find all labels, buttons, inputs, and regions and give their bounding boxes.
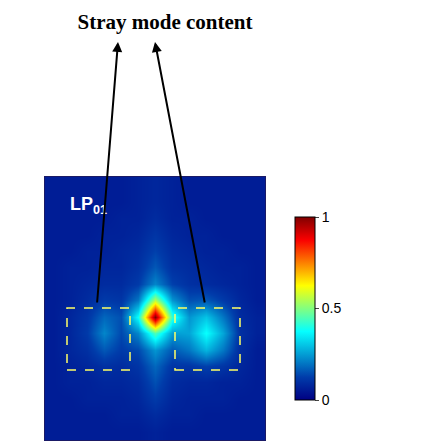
svg-text:0.5: 0.5 [322, 300, 342, 316]
svg-text:0: 0 [322, 392, 330, 408]
svg-text:LP​01​: LP​01​ [70, 194, 107, 217]
svg-text:1: 1 [322, 209, 330, 225]
svg-text:Stray mode content: Stray mode content [78, 10, 253, 34]
